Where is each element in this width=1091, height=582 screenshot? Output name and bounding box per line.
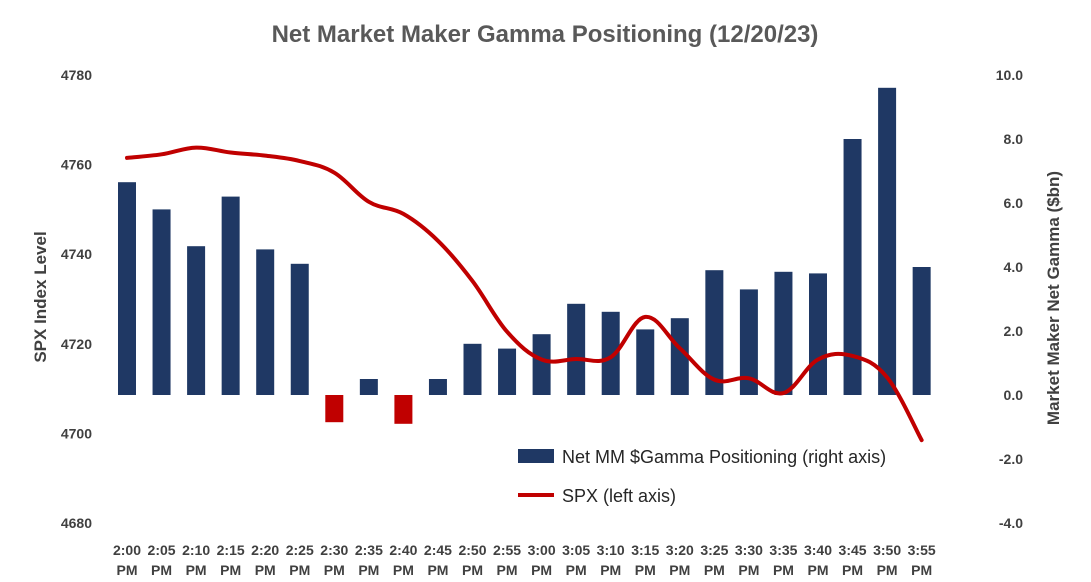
- gamma-bar: [532, 334, 551, 395]
- x-tick-label: 3:25 PM: [700, 542, 728, 578]
- gamma-bar: [705, 270, 724, 395]
- left-tick-label: 4780: [61, 67, 92, 83]
- x-tick-label: 2:35 PM: [355, 542, 383, 578]
- gamma-bar: [290, 263, 309, 395]
- gamma-bar: [498, 348, 517, 395]
- x-tick-label: 2:55 PM: [493, 542, 521, 578]
- x-tick-label: 2:15 PM: [217, 542, 245, 578]
- spx-line: [125, 145, 924, 443]
- legend-label-bar: Net MM $Gamma Positioning (right axis): [562, 447, 886, 467]
- left-axis-title: SPX Index Level: [31, 231, 50, 362]
- left-axis-ticks: 4780 4760 4740 4720 4700 4680: [61, 67, 92, 531]
- gamma-bar: [601, 311, 620, 395]
- gamma-bar: [774, 271, 793, 395]
- x-tick-label: 3:05 PM: [562, 542, 590, 578]
- x-tick-label: 2:05 PM: [148, 542, 176, 578]
- x-tick-label: 3:00 PM: [528, 542, 556, 578]
- x-tick-label: 2:20 PM: [251, 542, 279, 578]
- legend-swatch-bar: [518, 449, 554, 463]
- gamma-bar: [809, 273, 827, 395]
- x-tick-label: 3:30 PM: [735, 542, 763, 578]
- gamma-bar: [187, 246, 206, 395]
- gamma-bar: [359, 379, 378, 395]
- gamma-bar: [878, 87, 897, 396]
- right-tick-label: 4.0: [1004, 259, 1024, 275]
- chart-title: Net Market Maker Gamma Positioning (12/2…: [272, 21, 819, 48]
- right-axis-title: Market Maker Net Gamma ($bn): [1044, 171, 1063, 425]
- gamma-bar: [670, 318, 689, 395]
- x-axis-ticks: 2:00 PM2:05 PM2:10 PM2:15 PM2:20 PM2:25 PM2:30…: [113, 542, 936, 578]
- left-tick-label: 4740: [61, 246, 92, 262]
- left-tick-label: 4700: [61, 425, 92, 441]
- x-tick-label: 3:40 PM: [804, 542, 832, 578]
- gamma-bar: [394, 395, 413, 424]
- x-tick-label: 2:25 PM: [286, 542, 314, 578]
- x-tick-label: 2:30 PM: [320, 542, 348, 578]
- gamma-bar: [221, 196, 240, 395]
- right-tick-label: -4.0: [999, 515, 1023, 531]
- gamma-bar: [463, 343, 482, 395]
- x-tick-label: 3:20 PM: [666, 542, 694, 578]
- x-tick-label: 2:45 PM: [424, 542, 452, 578]
- right-tick-label: -2.0: [999, 451, 1023, 467]
- right-tick-label: 8.0: [1004, 131, 1024, 147]
- gamma-bar: [152, 209, 171, 395]
- x-tick-label: 2:40 PM: [389, 542, 417, 578]
- right-tick-label: 6.0: [1004, 195, 1024, 211]
- right-tick-label: 2.0: [1004, 323, 1024, 339]
- gamma-bar: [636, 329, 655, 395]
- x-tick-label: 3:15 PM: [631, 542, 659, 578]
- x-tick-label: 2:00 PM: [113, 542, 141, 578]
- left-tick-label: 4680: [61, 515, 92, 531]
- gamma-bar: [843, 139, 862, 395]
- legend: Net MM $Gamma Positioning (right axis) S…: [518, 447, 886, 506]
- x-tick-label: 2:50 PM: [458, 542, 486, 578]
- left-tick-label: 4760: [61, 157, 92, 173]
- gamma-bar: [256, 249, 275, 395]
- spx-line-layer: [125, 145, 924, 443]
- gamma-bar: [912, 267, 931, 395]
- legend-label-line: SPX (left axis): [562, 486, 676, 506]
- gamma-bar: [567, 303, 586, 395]
- x-tick-label: 3:35 PM: [769, 542, 797, 578]
- left-tick-label: 4720: [61, 336, 92, 352]
- x-tick-label: 3:45 PM: [839, 542, 867, 578]
- x-tick-label: 3:55 PM: [908, 542, 936, 578]
- gamma-bars: [118, 87, 931, 424]
- gamma-bar: [739, 289, 758, 395]
- gamma-bar: [428, 379, 447, 395]
- right-axis-ticks: 10.0 8.0 6.0 4.0 2.0 0.0 -2.0 -4.0: [996, 67, 1023, 531]
- gamma-bar: [118, 182, 136, 395]
- x-tick-label: 3:50 PM: [873, 542, 901, 578]
- right-tick-label: 10.0: [996, 67, 1023, 83]
- x-tick-label: 3:10 PM: [597, 542, 625, 578]
- gamma-bar: [325, 395, 344, 423]
- x-tick-label: 2:10 PM: [182, 542, 210, 578]
- right-tick-label: 0.0: [1004, 387, 1024, 403]
